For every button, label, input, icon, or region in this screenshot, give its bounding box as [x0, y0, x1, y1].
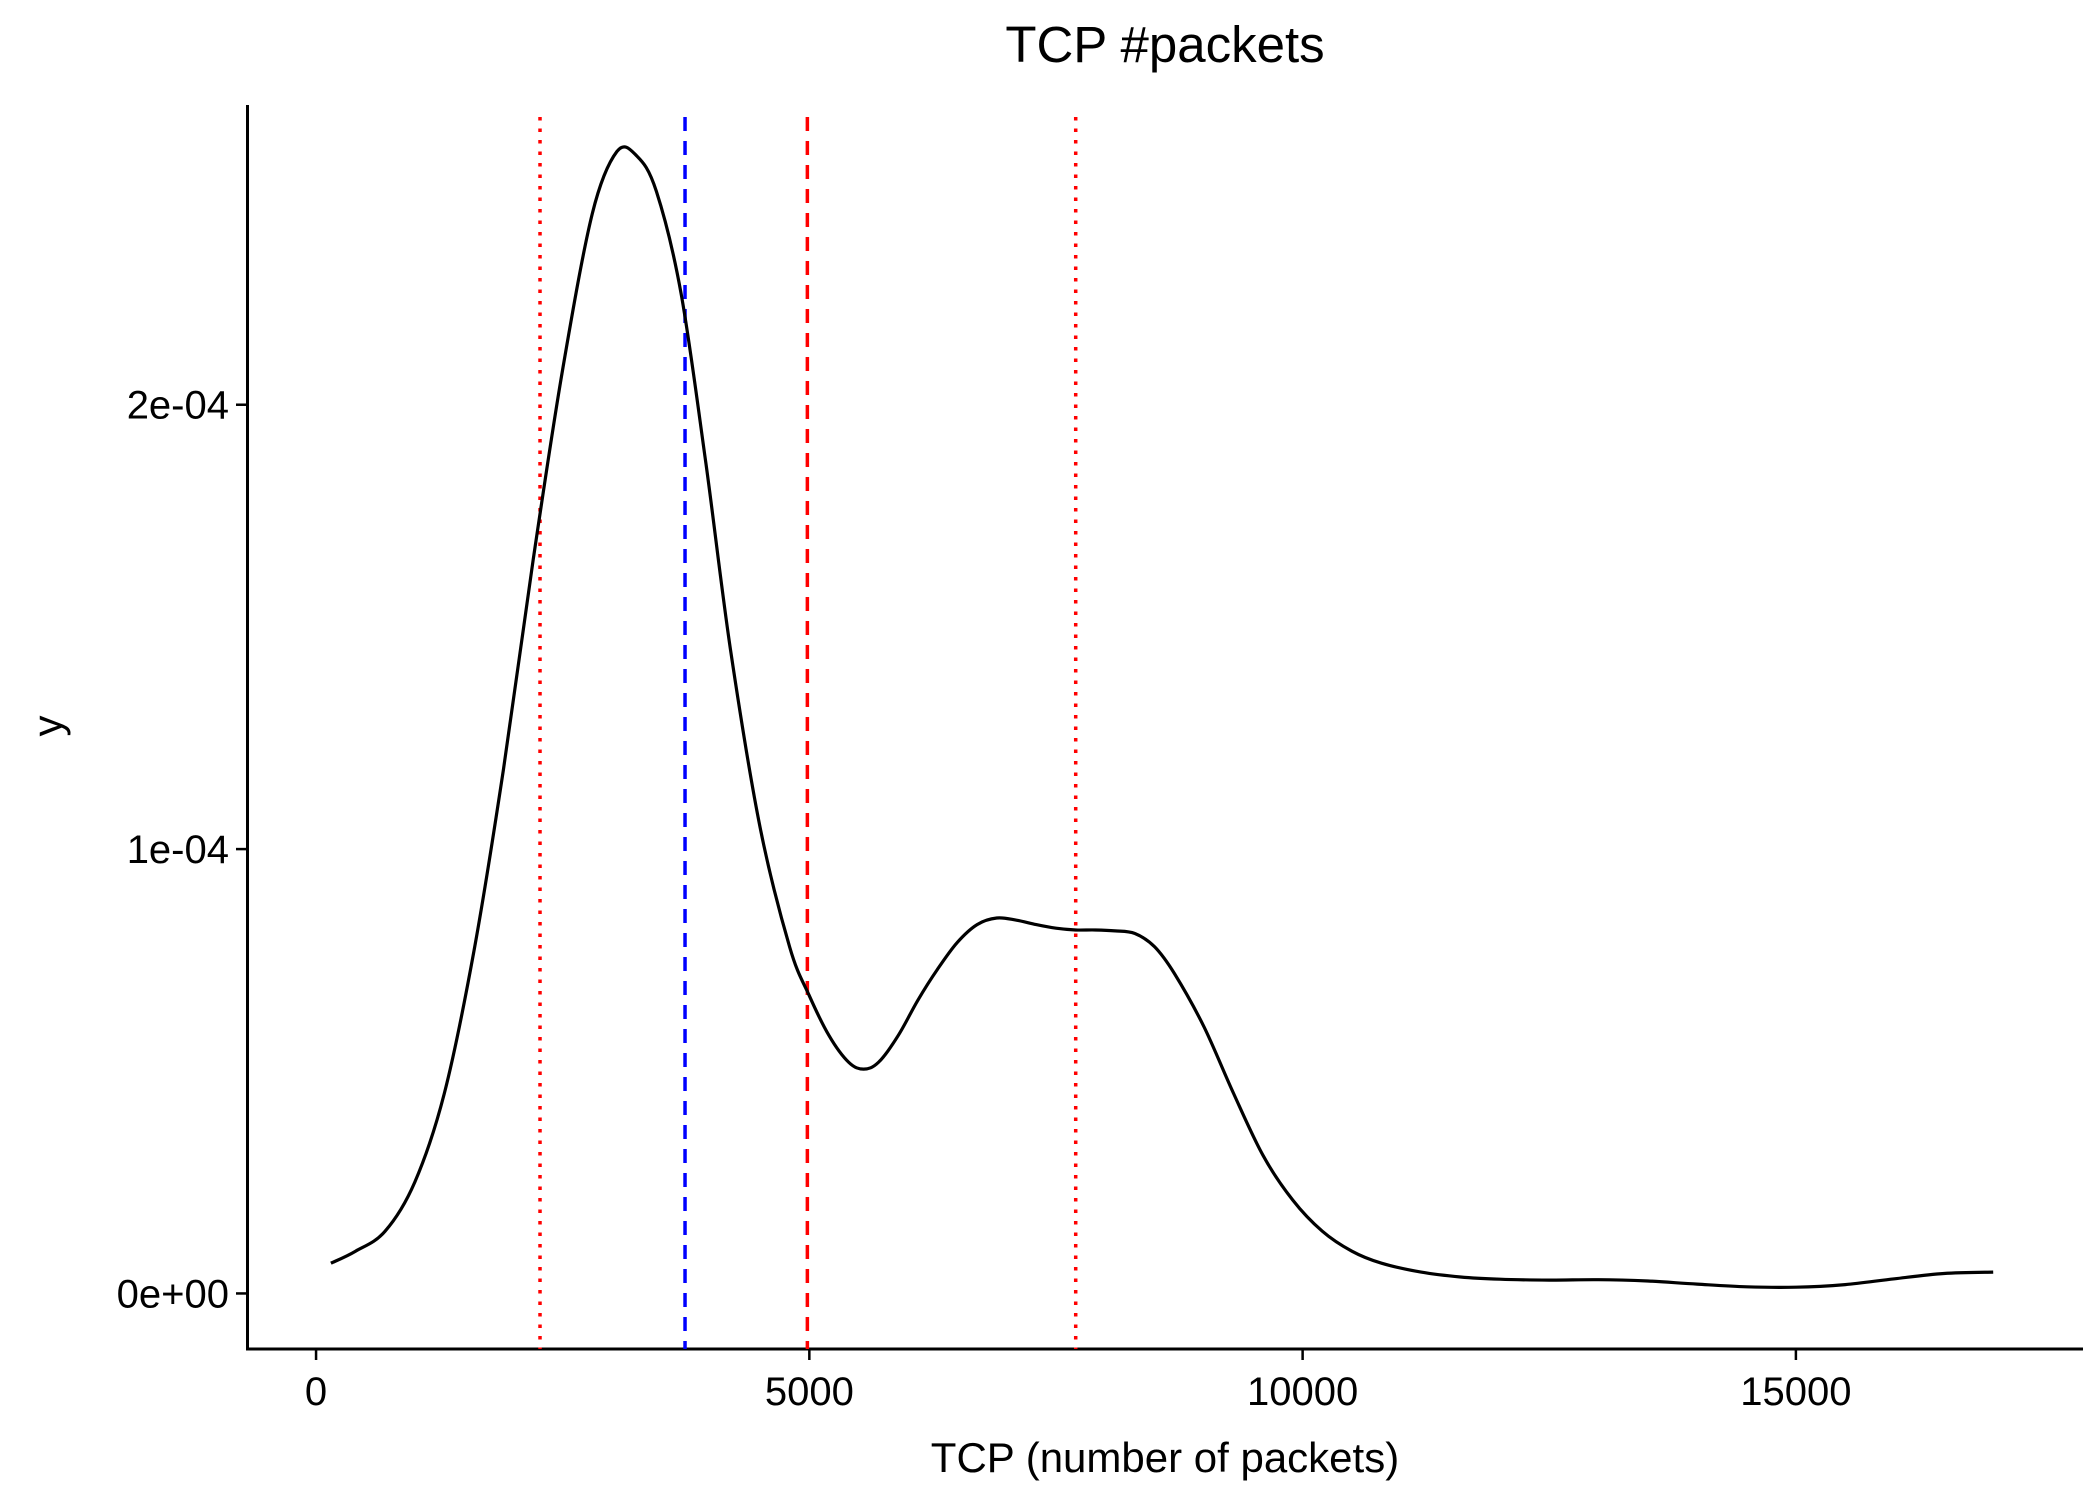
- x-tick-label: 5000: [765, 1370, 854, 1414]
- chart-title: TCP #packets: [1005, 16, 1324, 73]
- density-line-1: [330, 145, 1994, 1289]
- x-tick-label: 10000: [1247, 1370, 1358, 1414]
- x-tick-label: 0: [305, 1370, 327, 1414]
- density-series: [330, 145, 1994, 1289]
- y-tick-label: 0e+00: [117, 1272, 229, 1316]
- y-axis-title: y: [24, 716, 71, 737]
- y-tick-label: 2e-04: [127, 384, 229, 428]
- x-tick-label: 15000: [1740, 1370, 1851, 1414]
- x-axis-title: TCP (number of packets): [931, 1434, 1399, 1481]
- x-axis-ticks: 0 5000 10000 15000: [305, 1349, 1852, 1414]
- y-axis-ticks: 0e+00 1e-04 2e-04: [117, 384, 247, 1316]
- reference-lines: [538, 117, 1078, 1349]
- y-tick-label: 1e-04: [127, 828, 229, 872]
